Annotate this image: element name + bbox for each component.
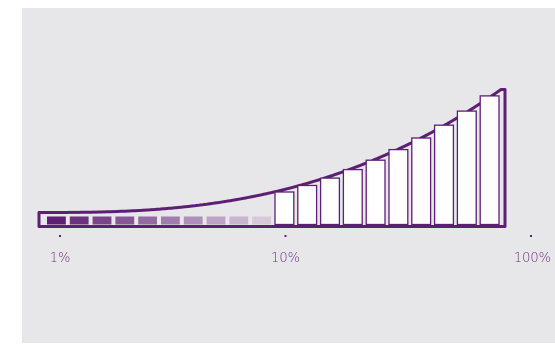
filled-bar-segment	[161, 216, 180, 225]
empty-bar-segment	[456, 110, 477, 226]
filled-bar-segment	[47, 216, 66, 225]
filled-bar-segment	[252, 216, 271, 225]
filled-bar-segment	[229, 216, 249, 225]
filled-bar-segment	[69, 216, 89, 225]
x-tick-label: 10%	[271, 251, 300, 266]
x-tick-label: 1%	[50, 251, 71, 266]
filled-bar-segment	[92, 216, 112, 225]
empty-bar-segment	[388, 148, 409, 226]
empty-bar-segment	[319, 177, 341, 226]
empty-bar-segment	[433, 124, 455, 226]
x-tick-label: 100%	[514, 251, 551, 266]
filled-bar-segment	[115, 216, 135, 225]
empty-bar-segment	[479, 95, 500, 226]
bar-segments	[47, 95, 500, 226]
empty-bar-segment	[297, 184, 318, 226]
empty-bar-segment	[342, 168, 363, 226]
empty-bar-segment	[365, 159, 386, 226]
empty-bar-segment	[274, 191, 295, 226]
x-axis: 1% 10% 100%	[50, 235, 551, 266]
filled-bar-segment	[183, 216, 203, 225]
x-tick-mark	[59, 235, 61, 237]
x-tick-mark	[530, 235, 532, 237]
filled-bar-segment	[206, 216, 226, 225]
filled-bar-segment	[138, 216, 157, 225]
x-tick-mark	[284, 235, 287, 237]
empty-bar-segment	[411, 137, 432, 226]
